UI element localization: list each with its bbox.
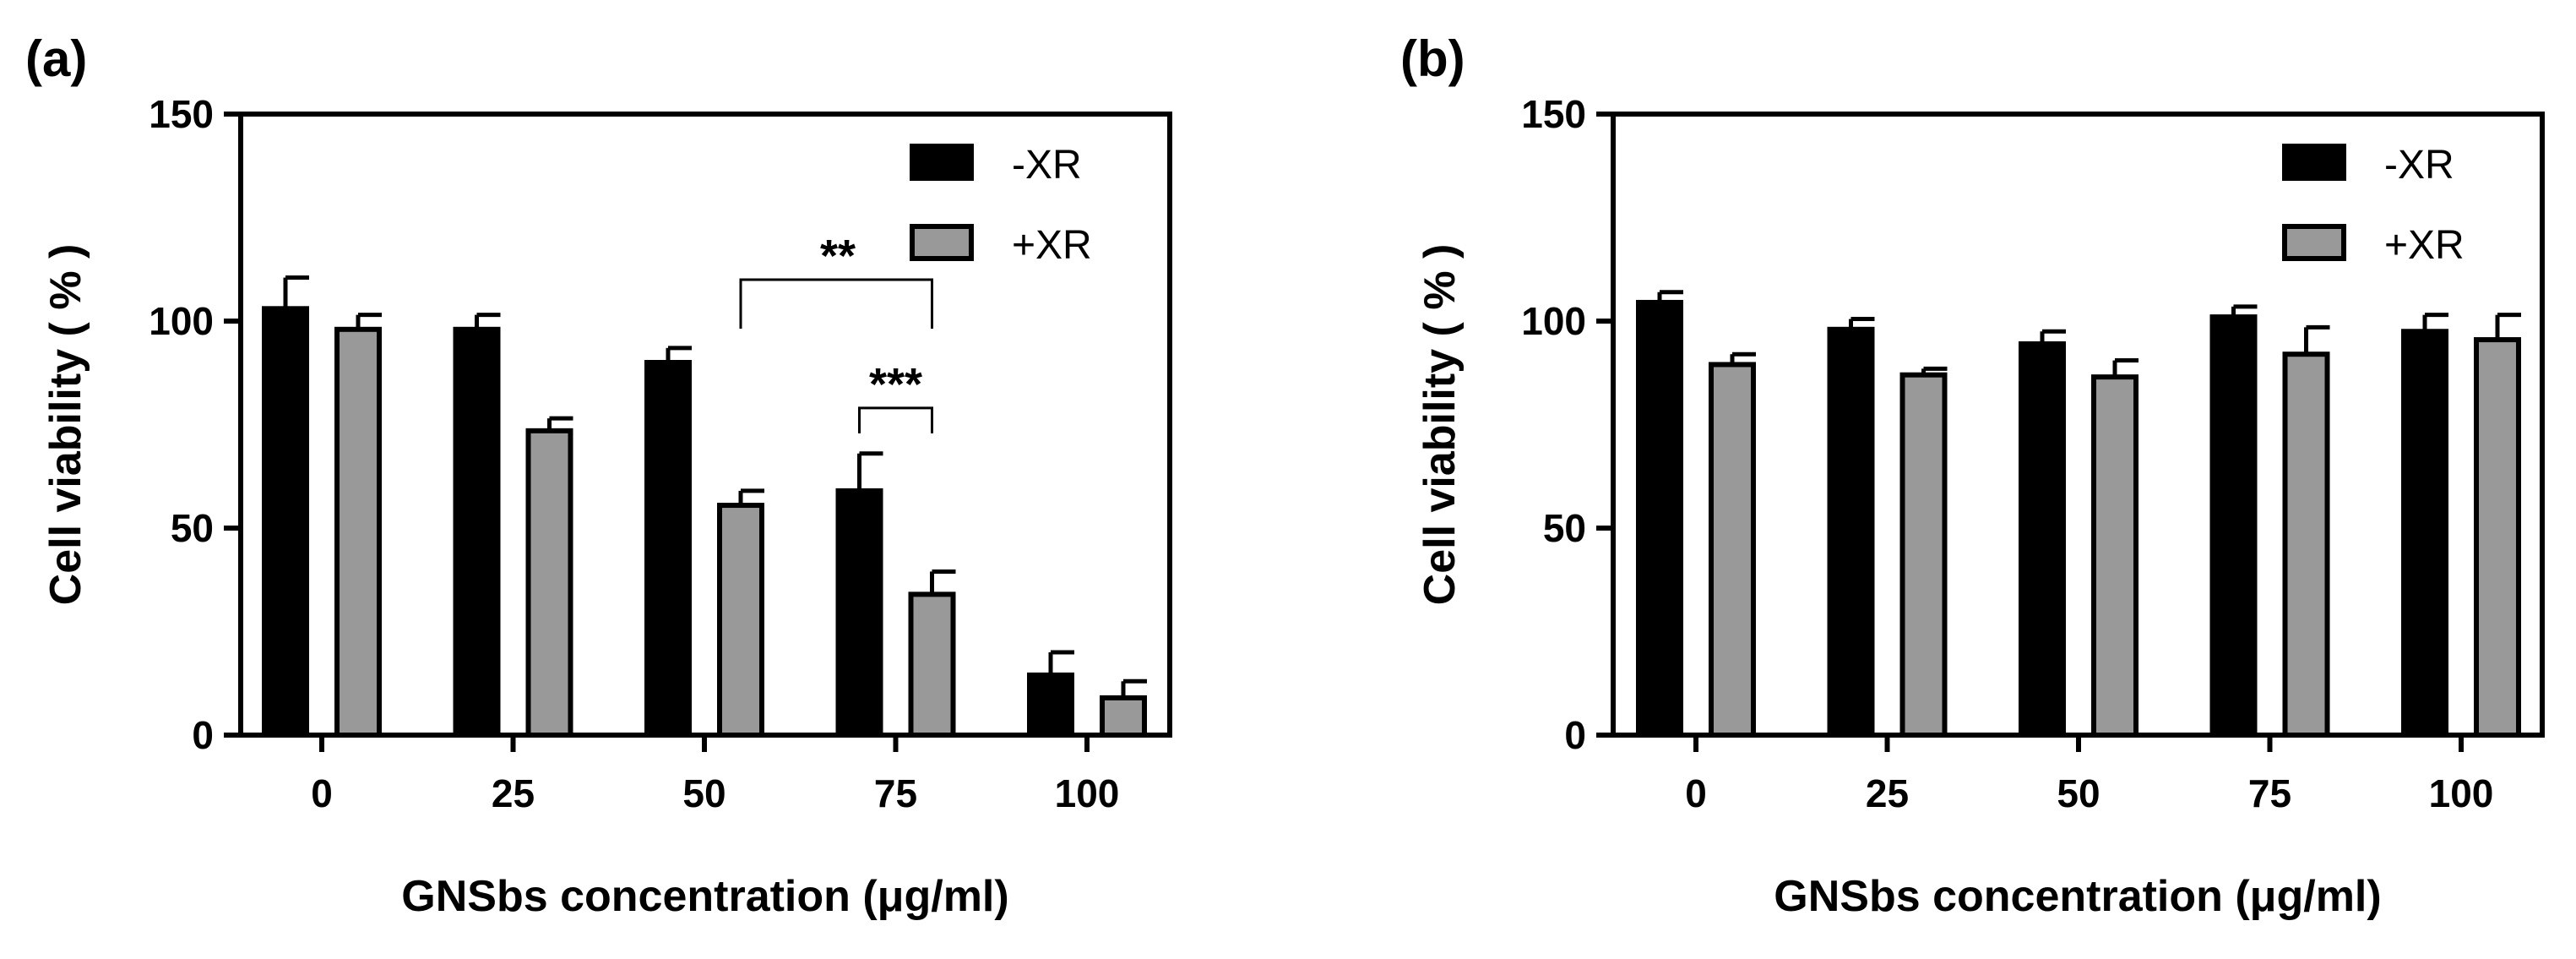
bar-plus-xr — [334, 326, 382, 738]
x-tick-label: 50 — [2057, 771, 2100, 815]
bar-plus-xr — [1100, 695, 1147, 738]
bar-plus-xr — [2474, 337, 2521, 738]
bar-plus-xr — [1709, 362, 1756, 738]
panel-label: (b) — [1400, 30, 1465, 87]
significance-bracket — [739, 278, 933, 329]
y-tick-label: 50 — [171, 506, 214, 550]
x-tick-label: 0 — [311, 771, 333, 815]
significance-label: ** — [820, 231, 856, 281]
bar-minus-xr — [2401, 329, 2448, 738]
bar-minus-xr — [835, 488, 883, 738]
y-tick-label: 100 — [149, 299, 214, 343]
legend-swatch-minus-xr — [2282, 144, 2346, 181]
panel-label: (a) — [25, 30, 87, 87]
x-tick-label: 75 — [2248, 771, 2291, 815]
legend-swatch-plus-xr — [2282, 224, 2346, 261]
significance-bracket — [858, 406, 933, 433]
x-tick-label: 50 — [682, 771, 726, 815]
x-tick-label: 75 — [874, 771, 917, 815]
bar-plus-xr — [717, 503, 764, 738]
legend-label-minus-xr: -XR — [2384, 143, 2454, 188]
bar-plus-xr — [2282, 351, 2330, 738]
panel-a: (a) 0 50 100 150 Cell viability ( % ) 0 25 50 75 1… — [25, 30, 1172, 921]
bar-minus-xr — [1027, 672, 1074, 738]
bar-plus-xr — [1899, 372, 1948, 738]
bar-minus-xr — [2209, 314, 2258, 738]
bar-minus-xr — [1636, 299, 1683, 738]
bar-minus-xr — [644, 360, 692, 738]
y-tick-label: 50 — [1543, 506, 1586, 550]
x-tick-label: 0 — [1685, 771, 1707, 815]
x-tick-label: 25 — [1866, 771, 1909, 815]
x-tick-label: 25 — [492, 771, 535, 815]
y-tick-label: 150 — [149, 92, 214, 136]
bar-plus-xr — [2091, 374, 2139, 738]
significance-label: *** — [869, 359, 922, 410]
legend-swatch-minus-xr — [910, 144, 974, 181]
x-axis-title: GNSbs concentration (μg/ml) — [1774, 872, 2381, 921]
x-axis-title: GNSbs concentration (μg/ml) — [401, 872, 1008, 921]
legend-label-plus-xr: +XR — [1012, 223, 1092, 268]
y-axis-title: Cell viability ( % ) — [1416, 244, 1465, 606]
legend-swatch-plus-xr — [910, 224, 974, 261]
bar-plus-xr — [525, 428, 573, 738]
bar-minus-xr — [262, 306, 309, 738]
bar-minus-xr — [2019, 341, 2066, 738]
legend-label-minus-xr: -XR — [1012, 143, 1082, 188]
bar-minus-xr — [1827, 326, 1875, 738]
y-tick-label: 150 — [1521, 92, 1586, 136]
x-tick-label: 100 — [2429, 771, 2494, 815]
bar-minus-xr — [453, 326, 501, 738]
panel-b: (b) 0 50 100 150 Cell viability ( % ) 0 25 50 75 1… — [1400, 30, 2545, 921]
legend-label-plus-xr: +XR — [2384, 223, 2465, 268]
x-tick-label: 100 — [1055, 771, 1120, 815]
y-tick-label: 100 — [1521, 299, 1586, 343]
bar-plus-xr — [908, 591, 956, 738]
y-tick-label: 0 — [192, 713, 214, 757]
y-axis-title: Cell viability ( % ) — [41, 244, 90, 606]
y-tick-label: 0 — [1564, 713, 1586, 757]
